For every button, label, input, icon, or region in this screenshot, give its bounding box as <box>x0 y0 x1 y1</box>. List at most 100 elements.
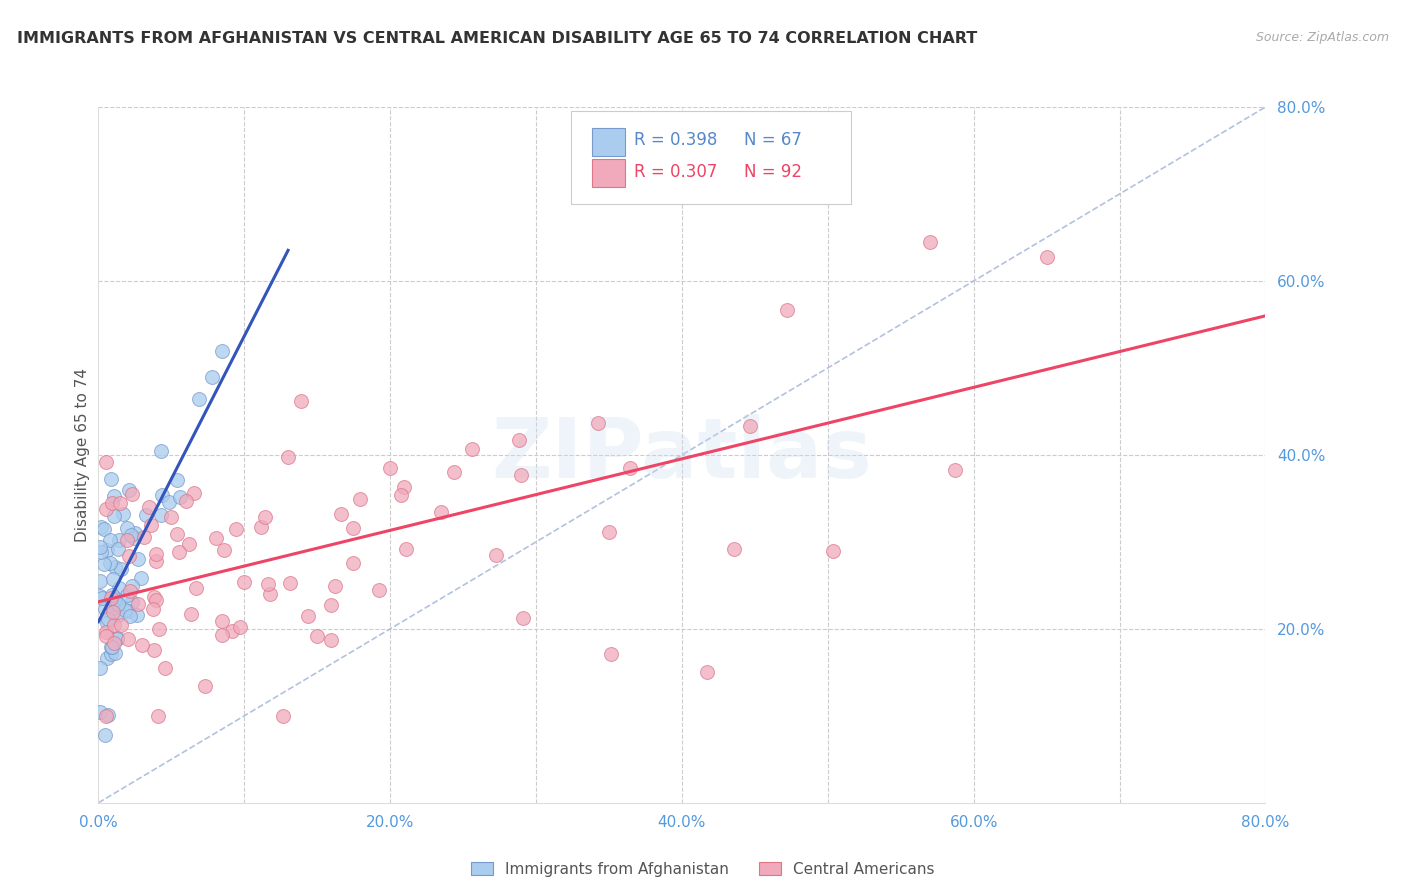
Point <box>114 603 136 617</box>
Text: R = 0.398: R = 0.398 <box>634 131 717 149</box>
Point <box>103 509 125 524</box>
Text: N = 67: N = 67 <box>744 131 801 149</box>
Point <box>104 646 127 660</box>
Point <box>392 480 415 494</box>
Point <box>174 494 197 508</box>
Point <box>101 588 124 602</box>
Point <box>89 661 111 675</box>
Point <box>103 591 125 605</box>
Point <box>96 650 118 665</box>
Point <box>101 572 124 586</box>
Point <box>150 444 173 458</box>
Point <box>89 541 111 555</box>
Point <box>619 461 641 475</box>
Point <box>349 492 371 507</box>
Point <box>103 618 125 632</box>
Point <box>330 507 353 521</box>
Point <box>107 541 129 556</box>
Point <box>103 489 125 503</box>
Point <box>108 496 131 510</box>
Point <box>108 533 131 547</box>
Point <box>131 638 153 652</box>
Point <box>187 392 209 406</box>
Point <box>122 531 145 545</box>
Point <box>97 612 120 626</box>
Point <box>512 611 534 625</box>
Point <box>342 520 364 534</box>
Point <box>342 556 364 570</box>
Point <box>107 581 129 595</box>
Point <box>508 433 530 447</box>
Y-axis label: Disability Age 65 to 74: Disability Age 65 to 74 <box>75 368 90 542</box>
Point <box>145 592 167 607</box>
Point <box>100 472 122 486</box>
Point <box>485 548 508 562</box>
Point <box>297 608 319 623</box>
Point <box>586 417 609 431</box>
Point <box>129 571 152 585</box>
Point <box>323 579 346 593</box>
Point <box>139 517 162 532</box>
Point <box>177 537 200 551</box>
Point <box>111 507 134 521</box>
Point <box>249 520 271 534</box>
Point <box>104 560 127 574</box>
Point <box>153 660 176 674</box>
Point <box>166 526 188 541</box>
Point <box>96 542 118 557</box>
Point <box>221 624 243 638</box>
Point <box>211 628 233 642</box>
Point <box>290 394 312 409</box>
Point <box>305 630 328 644</box>
FancyBboxPatch shape <box>571 111 851 204</box>
Point <box>180 607 202 621</box>
Point <box>169 491 191 505</box>
Point <box>183 486 205 500</box>
Point <box>91 591 114 606</box>
Point <box>110 562 132 576</box>
Point <box>134 530 156 544</box>
Point <box>121 579 143 593</box>
Point <box>259 586 281 600</box>
Point <box>271 708 294 723</box>
Point <box>142 643 165 657</box>
Point <box>510 467 533 482</box>
Point <box>225 522 247 536</box>
Point <box>321 598 343 612</box>
Point <box>89 589 111 603</box>
Point <box>90 545 112 559</box>
Point <box>367 582 389 597</box>
Point <box>89 574 111 588</box>
Point <box>93 522 115 536</box>
Point <box>118 609 141 624</box>
Point <box>142 601 165 615</box>
Point <box>120 528 142 542</box>
Point <box>204 532 226 546</box>
Point <box>461 442 484 456</box>
Point <box>212 542 235 557</box>
Point <box>89 705 111 719</box>
Point <box>93 728 115 742</box>
Point <box>193 679 215 693</box>
Point <box>101 601 124 615</box>
Text: Source: ZipAtlas.com: Source: ZipAtlas.com <box>1256 31 1389 45</box>
Point <box>93 557 115 571</box>
Point <box>101 495 124 509</box>
Point <box>443 465 465 479</box>
Point <box>94 455 117 469</box>
Point <box>823 543 845 558</box>
Point <box>145 554 167 568</box>
Point <box>127 597 149 611</box>
Point <box>150 488 173 502</box>
Point <box>142 590 165 604</box>
Point <box>100 647 122 661</box>
Point <box>124 525 146 540</box>
Point <box>121 594 143 608</box>
Point <box>103 594 125 608</box>
Point <box>211 614 233 628</box>
Point <box>148 622 170 636</box>
Point <box>696 665 718 679</box>
Point <box>138 500 160 514</box>
Point <box>228 620 250 634</box>
Point <box>641 178 664 193</box>
